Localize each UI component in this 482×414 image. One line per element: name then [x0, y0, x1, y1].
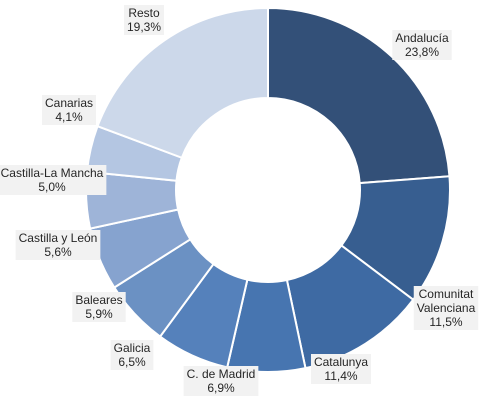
- data-label-name: Resto: [128, 6, 160, 20]
- data-label-name: Catalunya: [314, 355, 368, 369]
- data-label-name: Baleares: [75, 293, 122, 307]
- data-label-value: 5,6%: [44, 245, 72, 259]
- data-label-name: Comunitat: [419, 287, 474, 301]
- data-label-name: Castilla y León: [19, 231, 98, 245]
- data-label-value: 6,9%: [207, 381, 235, 395]
- data-label-value: 11,5%: [429, 315, 462, 329]
- data-label-background: [110, 340, 154, 370]
- data-label-background: [183, 366, 259, 396]
- data-label-background: [413, 286, 479, 330]
- slice-andalucia: [267, 6, 451, 185]
- data-label-background: [123, 5, 165, 35]
- data-label-value: 11,4%: [324, 369, 357, 383]
- data-label-value: 4,1%: [55, 110, 83, 124]
- data-label-name: Andalucía: [395, 31, 449, 45]
- data-label-background: [392, 30, 452, 60]
- data-label-background: [72, 292, 126, 322]
- data-label-name: Galicia: [114, 341, 151, 355]
- data-label-background: [15, 230, 101, 260]
- data-label-background: [310, 354, 372, 384]
- slice-resto: [96, 6, 269, 160]
- data-label-value: 19,3%: [127, 20, 161, 34]
- data-label-value: 23,8%: [405, 45, 439, 59]
- data-label-background: [41, 95, 97, 125]
- data-label-name: Canarias: [45, 96, 93, 110]
- data-label-value: 6,5%: [118, 355, 146, 369]
- data-label-name: Castilla-La Mancha: [1, 166, 104, 180]
- data-label-value: 5,0%: [38, 180, 66, 194]
- data-label-name: C. de Madrid: [187, 367, 256, 381]
- data-label-name: Valenciana: [417, 301, 476, 315]
- chart-slices: [85, 6, 451, 373]
- data-label-background: [0, 165, 107, 195]
- data-label-value: 5,9%: [85, 307, 113, 321]
